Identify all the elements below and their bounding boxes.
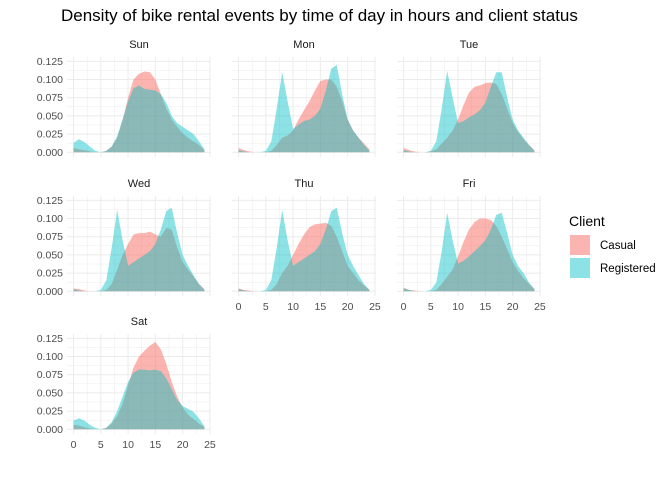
legend-label-registered: Registered: [600, 263, 656, 275]
density-area-registered-sat: [73, 369, 205, 430]
legend-swatch-registered: [570, 258, 590, 278]
facet-panels: Sun 0.000 0.025 0.050 0.075 0.100 0.125 Mon Tue W…: [37, 39, 546, 451]
y-tick-label: 0.100: [37, 74, 63, 86]
y-tick-label: 0.025: [37, 129, 63, 141]
y-tick-label: 0.075: [37, 231, 63, 243]
density-area-casual-sun: [73, 71, 205, 153]
x-tick-label: 5: [263, 301, 269, 313]
x-tick-label: 20: [507, 301, 519, 313]
legend-label-casual: Casual: [600, 240, 636, 252]
density-area-casual-mon: [238, 79, 370, 153]
x-tick-label: 20: [342, 301, 354, 313]
x-tick-label: 15: [480, 301, 492, 313]
y-tick-label: 0.125: [37, 333, 63, 345]
density-area-registered-sun: [73, 85, 205, 153]
y-tick-label: 0.025: [37, 406, 63, 418]
facet-title-sun: Sun: [129, 39, 149, 51]
density-area-casual-thu: [238, 222, 370, 292]
y-tick-label: 0.125: [37, 195, 63, 207]
facet-sun: Sun 0.000 0.025 0.050 0.075 0.100 0.125: [37, 39, 211, 159]
y-tick-label: 0.100: [37, 351, 63, 363]
x-tick-label: 15: [150, 439, 162, 451]
y-tick-label: 0.000: [37, 424, 63, 436]
facet-tue: Tue: [397, 39, 541, 157]
facet-wed: Wed 0.000 0.025 0.050 0.075 0.100 0.125: [37, 178, 211, 298]
x-tick-label: 20: [177, 439, 189, 451]
density-area-casual-fri: [403, 218, 535, 292]
y-tick-label: 0.000: [37, 286, 63, 298]
y-tick-label: 0.075: [37, 92, 63, 104]
y-tick-label: 0.050: [37, 387, 63, 399]
density-area-registered-mon: [238, 65, 370, 153]
x-tick-label: 25: [204, 439, 216, 451]
facet-thu: Thu 0 5 10 15 20 25: [232, 178, 381, 313]
facet-mon: Mon: [232, 39, 376, 157]
y-tick-label: 0.000: [37, 147, 63, 159]
y-tick-label: 0.025: [37, 268, 63, 280]
facet-title-mon: Mon: [293, 39, 314, 51]
density-area-casual-sat: [73, 342, 205, 430]
y-tick-label: 0.075: [37, 369, 63, 381]
density-area-casual-tue: [403, 82, 535, 153]
x-tick-label: 0: [236, 301, 242, 313]
x-tick-label: 10: [287, 301, 299, 313]
y-tick-label: 0.125: [37, 56, 63, 68]
x-tick-label: 10: [452, 301, 464, 313]
facet-title-thu: Thu: [295, 178, 314, 190]
density-area-casual-wed: [73, 228, 205, 292]
x-tick-label: 5: [428, 301, 434, 313]
x-tick-label: 0: [71, 439, 77, 451]
x-tick-label: 5: [98, 439, 104, 451]
facet-title-tue: Tue: [460, 39, 479, 51]
legend-swatch-casual: [570, 235, 590, 255]
x-tick-label: 25: [369, 301, 381, 313]
facet-sat: Sat 0.000 0.025 0.050 0.075 0.100 0.125 0 5 10 15 2…: [37, 316, 216, 451]
y-tick-label: 0.100: [37, 213, 63, 225]
x-tick-label: 25: [534, 301, 546, 313]
x-tick-label: 10: [122, 439, 134, 451]
grid-mon: [232, 57, 376, 157]
facet-title-wed: Wed: [128, 178, 150, 190]
y-tick-label: 0.050: [37, 249, 63, 261]
facet-title-sat: Sat: [131, 316, 148, 328]
x-tick-label: 15: [315, 301, 327, 313]
chart-title: Density of bike rental events by time of…: [61, 6, 578, 25]
y-tick-label: 0.050: [37, 110, 63, 122]
legend: Client Casual Registered: [569, 213, 656, 278]
density-area-registered-fri: [403, 212, 535, 292]
facet-fri: Fri 0 5 10 15 20 25: [397, 178, 546, 313]
density-area-registered-tue: [403, 70, 535, 153]
facet-title-fri: Fri: [463, 178, 476, 190]
density-area-registered-wed: [73, 207, 205, 292]
legend-title: Client: [569, 213, 605, 229]
density-area-registered-thu: [238, 207, 370, 292]
x-tick-label: 0: [401, 301, 407, 313]
